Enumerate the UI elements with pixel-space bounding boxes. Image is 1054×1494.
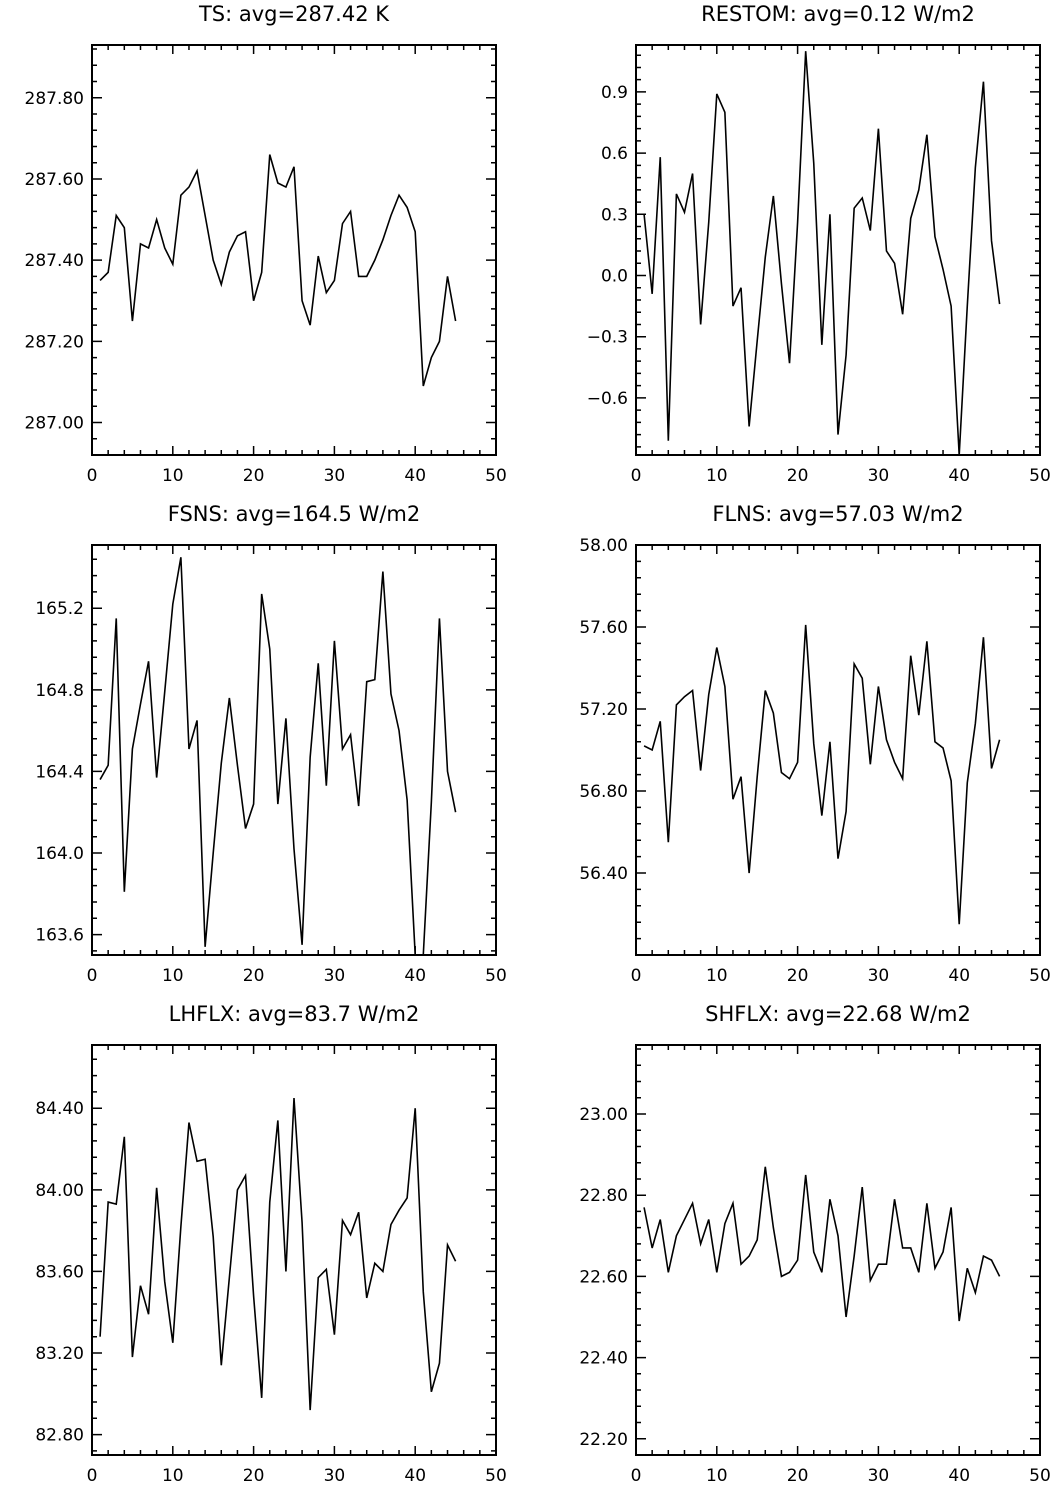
chart-title: FSNS: avg=164.5 W/m2	[168, 502, 421, 526]
y-tick-label: 82.80	[35, 1426, 84, 1446]
x-tick-label: 50	[485, 466, 507, 486]
x-tick-label: 10	[706, 466, 728, 486]
x-tick-label: 50	[1029, 466, 1051, 486]
plot-frame	[91, 544, 497, 956]
axis-ticks	[635, 544, 1041, 956]
chart-panel-2: RESTOM: avg=0.12 W/m2 0 10 20 30 40 50 −0.6 −0.3…	[587, 2, 1051, 486]
x-tick-label: 50	[1029, 1466, 1051, 1486]
y-tick-label: 22.60	[579, 1267, 628, 1287]
x-tick-label: 30	[868, 466, 890, 486]
y-tick-label: 57.20	[579, 700, 628, 720]
x-tick-label: 0	[631, 1466, 642, 1486]
chart-title: RESTOM: avg=0.12 W/m2	[701, 2, 975, 26]
x-tick-label: 40	[948, 966, 970, 986]
y-tick-label: 287.00	[25, 414, 84, 434]
y-tick-label: 56.80	[579, 782, 628, 802]
x-tick-label: 0	[87, 466, 98, 486]
x-tick-label: 40	[404, 1466, 426, 1486]
y-tick-label: 84.00	[35, 1181, 84, 1201]
x-tick-label: 50	[485, 1466, 507, 1486]
x-tick-label: 0	[631, 966, 642, 986]
x-tick-label: 10	[706, 1466, 728, 1486]
y-tick-label: 56.40	[579, 864, 628, 884]
x-tick-label: 20	[243, 966, 265, 986]
x-tick-label: 30	[324, 1466, 346, 1486]
y-tick-label: 57.60	[579, 618, 628, 638]
y-tick-label: 22.40	[579, 1349, 628, 1369]
y-tick-label: 83.60	[35, 1262, 84, 1282]
chart-title: FLNS: avg=57.03 W/m2	[712, 502, 963, 526]
series-line	[99, 557, 457, 955]
y-tick-label: 165.2	[35, 599, 84, 619]
x-tick-label: 0	[87, 1466, 98, 1486]
plot-frame	[635, 44, 1041, 456]
x-tick-label: 40	[948, 466, 970, 486]
y-tick-label: 84.40	[35, 1099, 84, 1119]
chart-title: SHFLX: avg=22.68 W/m2	[705, 1002, 971, 1026]
y-tick-label: 0.9	[601, 83, 628, 103]
series-line	[643, 1166, 1001, 1322]
x-tick-label: 0	[87, 966, 98, 986]
y-tick-label: 0.0	[601, 266, 628, 286]
series-line	[643, 51, 1001, 455]
y-tick-label: 22.80	[579, 1186, 628, 1206]
chart-panel-6: SHFLX: avg=22.68 W/m2 0 10 20 30 40 50 22.20 22.…	[579, 1002, 1050, 1486]
x-tick-label: 30	[868, 1466, 890, 1486]
x-tick-label: 30	[324, 966, 346, 986]
x-tick-label: 20	[787, 1466, 809, 1486]
y-tick-label: −0.3	[587, 328, 628, 348]
chart-title: TS: avg=287.42 K	[198, 2, 390, 26]
chart-panel-5: LHFLX: avg=83.7 W/m2 0 10 20 30 40 50 82.80 83.2…	[35, 1002, 506, 1486]
x-tick-label: 30	[868, 966, 890, 986]
y-tick-label: 0.6	[601, 144, 628, 164]
y-tick-label: 23.00	[579, 1105, 628, 1125]
x-tick-label: 50	[1029, 966, 1051, 986]
y-tick-label: −0.6	[587, 389, 628, 409]
axis-ticks	[635, 45, 1041, 455]
plot-frame	[635, 544, 1041, 956]
x-tick-label: 20	[787, 466, 809, 486]
y-tick-label: 163.6	[35, 926, 84, 946]
x-tick-label: 50	[485, 966, 507, 986]
y-tick-label: 164.8	[35, 681, 84, 701]
x-tick-label: 20	[787, 966, 809, 986]
axis-ticks	[91, 45, 497, 456]
y-tick-label: 287.60	[25, 170, 84, 190]
x-tick-label: 10	[162, 1466, 184, 1486]
x-tick-label: 30	[324, 466, 346, 486]
x-tick-label: 40	[948, 1466, 970, 1486]
plot-frame	[635, 1044, 1041, 1456]
y-tick-label: 287.40	[25, 251, 84, 271]
axis-ticks	[91, 545, 497, 955]
series-line	[99, 1097, 457, 1411]
y-tick-label: 287.80	[25, 89, 84, 109]
x-tick-label: 0	[631, 466, 642, 486]
y-tick-label: 0.3	[601, 205, 628, 225]
axis-ticks	[635, 1045, 1041, 1456]
series-line	[643, 624, 1001, 925]
plot-frame	[91, 1044, 497, 1456]
x-tick-label: 20	[243, 466, 265, 486]
chart-panel-1: TS: avg=287.42 K 0 10 20 30 40 50 287.00 287.20 2…	[25, 2, 507, 486]
y-tick-label: 22.20	[579, 1430, 628, 1450]
chart-title: LHFLX: avg=83.7 W/m2	[169, 1002, 420, 1026]
y-tick-label: 287.20	[25, 332, 84, 352]
y-tick-label: 58.00	[579, 536, 628, 556]
axis-ticks	[91, 1045, 497, 1455]
series-line	[99, 154, 457, 387]
x-tick-label: 10	[162, 966, 184, 986]
x-tick-label: 20	[243, 1466, 265, 1486]
x-tick-label: 40	[404, 966, 426, 986]
plot-frame	[91, 44, 497, 456]
y-tick-label: 83.20	[35, 1344, 84, 1364]
chart-panel-3: FSNS: avg=164.5 W/m2 0 10 20 30 40 50 163.6 164.…	[35, 502, 506, 986]
chart-panel-4: FLNS: avg=57.03 W/m2 0 10 20 30 40 50 56.40 56.8…	[579, 502, 1050, 986]
y-tick-label: 164.0	[35, 844, 84, 864]
x-tick-label: 10	[706, 966, 728, 986]
y-tick-label: 164.4	[35, 762, 84, 782]
x-tick-label: 40	[404, 466, 426, 486]
x-tick-label: 10	[162, 466, 184, 486]
